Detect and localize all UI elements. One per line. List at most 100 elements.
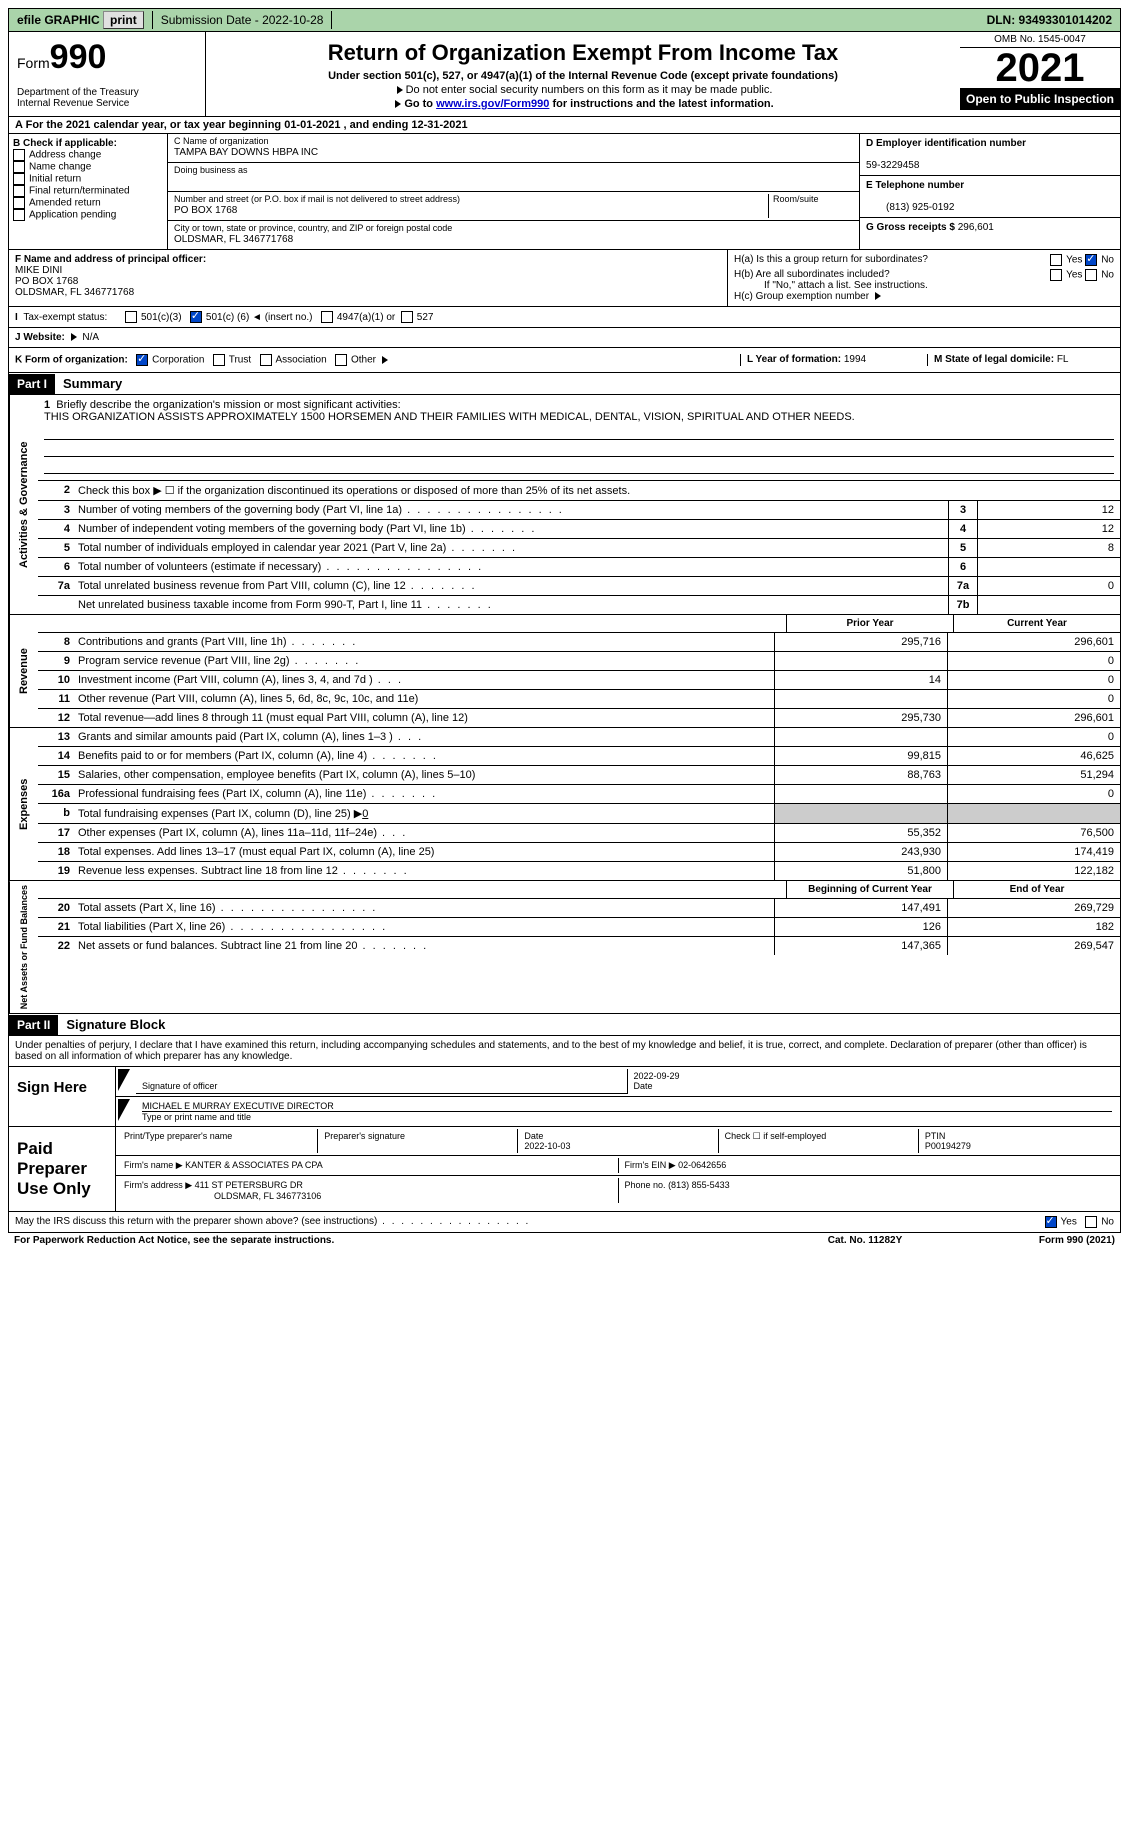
line-21: Total liabilities (Part X, line 26) — [74, 918, 774, 936]
firm-addr2: OLDSMAR, FL 346773106 — [124, 1191, 321, 1201]
check-amended[interactable] — [13, 197, 25, 209]
arrow-icon — [118, 1069, 130, 1091]
line-12: Total revenue—add lines 8 through 11 (mu… — [74, 709, 774, 727]
department-label: Department of the Treasury Internal Reve… — [17, 87, 197, 109]
row-k-org-form: K Form of organization: Corporation Trus… — [8, 348, 1121, 373]
self-employed-check: Check ☐ if self-employed — [719, 1129, 919, 1153]
ha-yes[interactable] — [1050, 254, 1062, 266]
line-15: Salaries, other compensation, employee b… — [74, 766, 774, 784]
check-initial-return[interactable] — [13, 173, 25, 185]
footer-notice: For Paperwork Reduction Act Notice, see … — [8, 1233, 1121, 1248]
prep-date: 2022-10-03 — [524, 1141, 570, 1151]
officer-addr2: OLDSMAR, FL 346771768 — [15, 287, 134, 298]
tax-year: 2021 — [960, 48, 1120, 88]
check-501c[interactable] — [190, 311, 202, 323]
expenses-section: Expenses 13Grants and similar amounts pa… — [8, 728, 1121, 881]
net-assets-section: Net Assets or Fund Balances Beginning of… — [8, 881, 1121, 1014]
line-20: Total assets (Part X, line 16) — [74, 899, 774, 917]
check-other[interactable] — [335, 354, 347, 366]
print-button[interactable]: print — [103, 11, 144, 29]
hb-label: H(b) Are all subordinates included? — [734, 269, 890, 280]
line-16a: Professional fundraising fees (Part IX, … — [74, 785, 774, 803]
discuss-no[interactable] — [1085, 1216, 1097, 1228]
form-title: Return of Organization Exempt From Incom… — [210, 40, 956, 66]
efile-label: efile GRAPHIC — [17, 13, 100, 27]
paid-preparer-block: Paid Preparer Use Only Print/Type prepar… — [8, 1127, 1121, 1212]
arrow-icon — [118, 1099, 130, 1121]
p20: 147,491 — [774, 899, 947, 917]
check-final-return[interactable] — [13, 185, 25, 197]
p14: 99,815 — [774, 747, 947, 765]
c11: 0 — [947, 690, 1120, 708]
line-7a: Total unrelated business revenue from Pa… — [74, 577, 948, 595]
p18: 243,930 — [774, 843, 947, 861]
ha-no[interactable] — [1085, 254, 1097, 266]
form-number: Form990 — [17, 38, 197, 77]
addr-label: Number and street (or P.O. box if mail i… — [174, 194, 460, 204]
hb-yes[interactable] — [1050, 269, 1062, 281]
org-name: TAMPA BAY DOWNS HBPA INC — [174, 147, 318, 158]
check-name-change[interactable] — [13, 161, 25, 173]
check-app-pending[interactable] — [13, 209, 25, 221]
c17: 76,500 — [947, 824, 1120, 842]
check-trust[interactable] — [213, 354, 225, 366]
officer-addr1: PO BOX 1768 — [15, 276, 78, 287]
beg-year-hdr: Beginning of Current Year — [786, 881, 953, 898]
irs-link[interactable]: www.irs.gov/Form990 — [436, 98, 549, 110]
check-association[interactable] — [260, 354, 272, 366]
c19: 122,182 — [947, 862, 1120, 880]
state-domicile: FL — [1057, 354, 1069, 365]
side-governance: Activities & Governance — [9, 395, 38, 614]
c21: 182 — [947, 918, 1120, 936]
c20: 269,729 — [947, 899, 1120, 917]
tax-status-row: I Tax-exempt status: 501(c)(3) 501(c) (6… — [8, 307, 1121, 328]
line-10: Investment income (Part VIII, column (A)… — [74, 671, 774, 689]
p15: 88,763 — [774, 766, 947, 784]
city-label: City or town, state or province, country… — [174, 223, 452, 233]
p12: 295,730 — [774, 709, 947, 727]
p19: 51,800 — [774, 862, 947, 880]
line-7b: Net unrelated business taxable income fr… — [74, 596, 948, 614]
val-7b — [977, 596, 1120, 614]
c18: 174,419 — [947, 843, 1120, 861]
p13 — [774, 728, 947, 746]
discuss-yes[interactable] — [1045, 1216, 1057, 1228]
website-value: N/A — [82, 332, 99, 343]
c22: 269,547 — [947, 937, 1120, 955]
p9 — [774, 652, 947, 670]
p16a — [774, 785, 947, 803]
org-city: OLDSMAR, FL 346771768 — [174, 234, 293, 245]
website-row: J Website: N/A — [8, 328, 1121, 348]
part-ii-header: Part II Signature Block — [8, 1014, 1121, 1036]
form-header: Form990 Department of the Treasury Inter… — [8, 32, 1121, 117]
ha-label: H(a) Is this a group return for subordin… — [734, 254, 928, 265]
check-501c3[interactable] — [125, 311, 137, 323]
submission-date: Submission Date - 2022-10-28 — [153, 11, 333, 29]
line-19: Revenue less expenses. Subtract line 18 … — [74, 862, 774, 880]
line-8: Contributions and grants (Part VIII, lin… — [74, 633, 774, 651]
end-year-hdr: End of Year — [953, 881, 1120, 898]
check-4947[interactable] — [321, 311, 333, 323]
officer-group-block: F Name and address of principal officer:… — [8, 250, 1121, 307]
val-4: 12 — [977, 520, 1120, 538]
firm-ein: 02-0642656 — [678, 1160, 726, 1170]
val-3: 12 — [977, 501, 1120, 519]
ein-value: 59-3229458 — [866, 160, 919, 171]
preparer-name-hdr: Print/Type preparer's name — [118, 1129, 318, 1153]
side-net-assets: Net Assets or Fund Balances — [9, 881, 38, 1013]
check-527[interactable] — [401, 311, 413, 323]
revenue-section: Revenue Prior YearCurrent Year 8Contribu… — [8, 615, 1121, 728]
line-22: Net assets or fund balances. Subtract li… — [74, 937, 774, 955]
gross-receipts-value: 296,601 — [958, 222, 994, 233]
dba-label: Doing business as — [174, 165, 248, 175]
p22: 147,365 — [774, 937, 947, 955]
c13: 0 — [947, 728, 1120, 746]
check-corporation[interactable] — [136, 354, 148, 366]
check-address-change[interactable] — [13, 149, 25, 161]
prior-year-hdr: Prior Year — [786, 615, 953, 632]
hb-no[interactable] — [1085, 269, 1097, 281]
org-address: PO BOX 1768 — [174, 205, 237, 216]
org-name-label: C Name of organization — [174, 136, 269, 146]
current-year-hdr: Current Year — [953, 615, 1120, 632]
c12: 296,601 — [947, 709, 1120, 727]
